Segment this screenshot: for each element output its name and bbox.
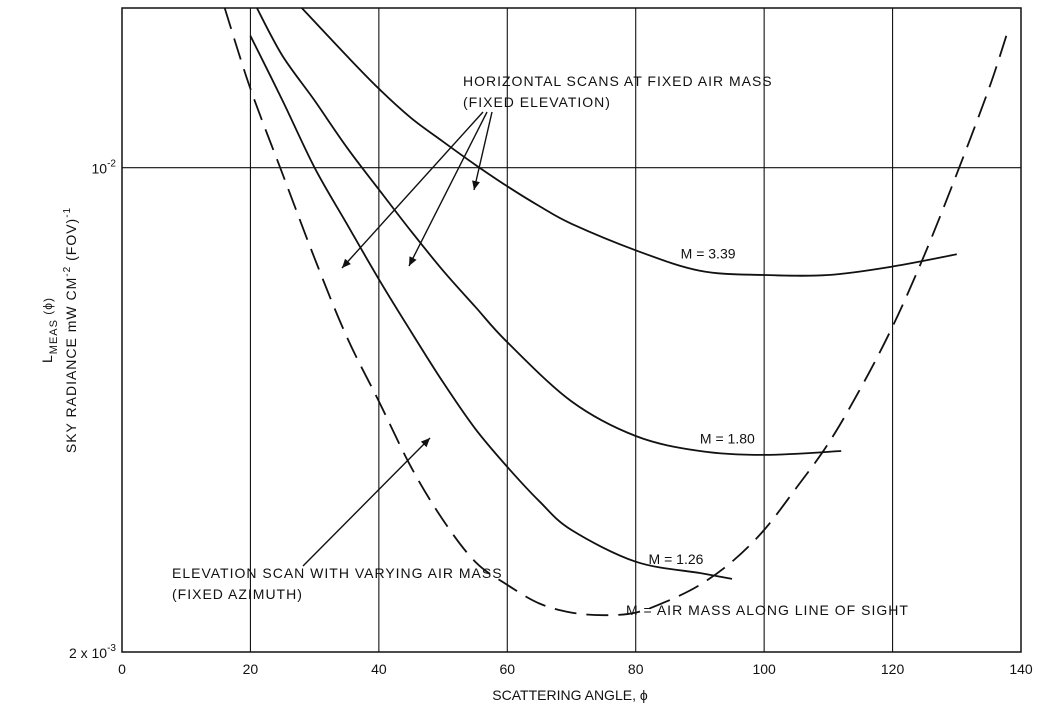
- grid-lines: [122, 8, 1021, 652]
- curve-elevation-scan: [223, 8, 1010, 617]
- elevation-scan-annotation-sub: (FIXED AZIMUTH): [172, 586, 303, 602]
- y-axis-label-line1: LMEAS (ϕ): [39, 297, 60, 363]
- plot-frame: [121, 7, 1022, 653]
- y-axis-label-line2: SKY RADIANCE mW CM-2 (FOV)-1: [62, 207, 79, 453]
- x-tick-label: 80: [628, 661, 644, 677]
- y-tick-label: 2 x 10-3: [69, 643, 116, 661]
- horizontal-scans-annotation-sub: (FIXED ELEVATION): [463, 94, 611, 110]
- horizontal-scans-annotation: HORIZONTAL SCANS AT FIXED AIR MASS: [463, 73, 773, 89]
- curve-label: M = 3.39: [681, 245, 736, 261]
- x-tick-label: 40: [371, 661, 387, 677]
- curve-180: [256, 8, 842, 456]
- data-curves: [223, 8, 1010, 617]
- x-tick-labels: 0 20 40 60 80 100 120 140: [118, 661, 1033, 677]
- y-axis-label: LMEAS (ϕ): [39, 297, 60, 363]
- elevation-scan-annotation: ELEVATION SCAN WITH VARYING AIR MASS: [172, 565, 503, 581]
- arrow-to-m126: [341, 111, 484, 269]
- curve-label: M = 1.26: [649, 551, 704, 567]
- arrow-to-m339: [472, 111, 493, 191]
- arrow-to-elevation-scan: [302, 437, 431, 567]
- annotation-arrows: [302, 111, 493, 567]
- x-tick-label: 20: [243, 661, 259, 677]
- air-mass-note: M = AIR MASS ALONG LINE OF SIGHT: [626, 602, 909, 618]
- x-tick-label: 60: [499, 661, 515, 677]
- x-axis-label: SCATTERING ANGLE, ϕ: [492, 687, 648, 703]
- x-tick-label: 0: [118, 661, 126, 677]
- y-axis-label-2: SKY RADIANCE mW CM-2 (FOV)-1: [62, 207, 79, 453]
- x-tick-label: 140: [1009, 661, 1033, 677]
- y-tick-label: 10-2: [92, 159, 117, 177]
- curve-labels: M = 3.39 M = 1.80 M = 1.26: [649, 245, 755, 567]
- curve-126: [249, 35, 733, 580]
- x-tick-label: 120: [881, 661, 905, 677]
- x-tick-label: 100: [752, 661, 776, 677]
- curve-339: [301, 8, 957, 277]
- y-tick-labels: 10-2 2 x 10-3: [69, 159, 116, 661]
- curve-label: M = 1.80: [700, 430, 755, 446]
- arrow-to-m180: [408, 111, 488, 267]
